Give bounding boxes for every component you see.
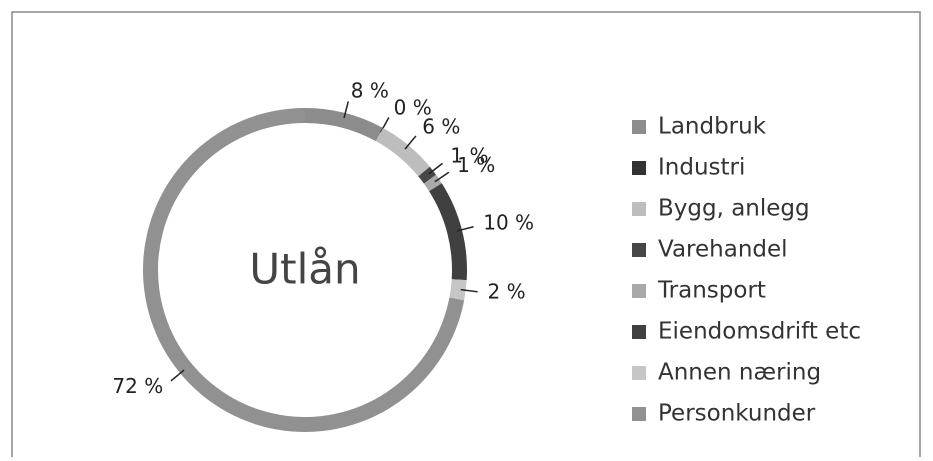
legend-label: Industri [658,155,745,181]
legend-label: Bygg, anlegg [658,196,810,222]
donut-slice [375,128,430,177]
legend-label: Eiendomsdrift etc [658,319,861,345]
data-label: 8 % [351,78,389,102]
donut-slice [305,108,384,142]
data-label: 1 % [457,153,495,177]
donut-slice [423,174,442,192]
donut-slice [429,183,468,281]
legend-label: Landbruk [658,114,767,140]
legend-label: Varehandel [658,237,788,263]
data-label: 72 % [112,374,163,398]
legend-label: Personkunder [658,401,816,427]
data-label: 0 % [394,95,432,119]
frame [11,11,921,461]
legend-label: Transport [657,278,766,304]
data-label: 6 % [422,115,460,139]
legend-swatch [632,161,646,175]
chart-title: Utlån [249,245,360,294]
leader-line [170,369,185,382]
leader-line [456,226,474,232]
data-label: 1 % [450,144,488,168]
legend-swatch [632,202,646,216]
legend-swatch [632,284,646,298]
leader-line [343,101,349,119]
leader-line [404,135,417,150]
leader-line [460,288,478,293]
legend-swatch [632,366,646,380]
legend-swatch [632,325,646,339]
legend-swatch [632,243,646,257]
legend-swatch [632,407,646,421]
leader-line [434,171,450,183]
data-label: 2 % [488,280,526,304]
leader-line [379,117,390,133]
donut-slice [449,279,467,301]
data-label: 10 % [483,211,534,235]
legend-swatch [632,120,646,134]
legend-label: Annen næring [658,360,821,386]
leader-line [428,162,443,175]
